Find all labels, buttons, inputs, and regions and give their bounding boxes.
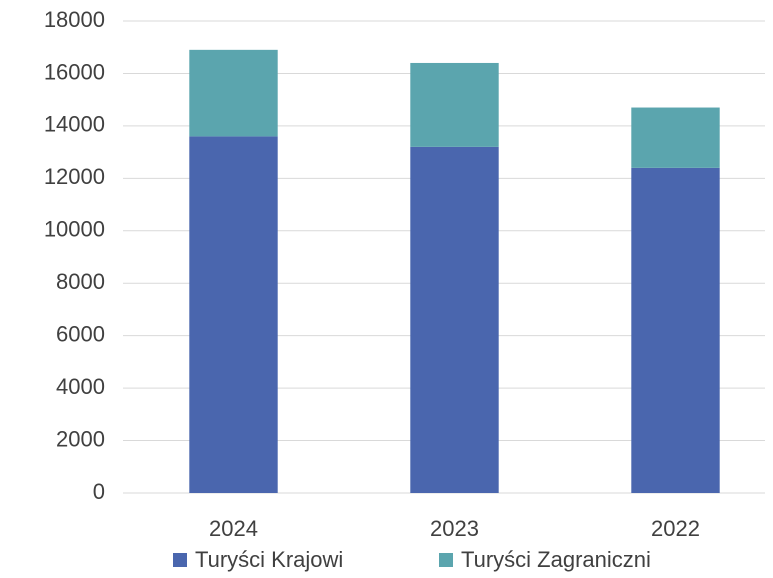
y-tick-label: 14000 bbox=[44, 112, 105, 137]
x-tick-label: 2024 bbox=[209, 516, 258, 541]
y-tick-label: 10000 bbox=[44, 217, 105, 242]
legend-swatch bbox=[173, 553, 187, 567]
legend-label: Turyści Zagraniczni bbox=[461, 547, 651, 572]
bar-segment bbox=[410, 62, 499, 147]
bar-segment bbox=[189, 136, 278, 493]
legend-label: Turyści Krajowi bbox=[195, 547, 343, 572]
y-tick-label: 4000 bbox=[56, 374, 105, 399]
legend-swatch bbox=[439, 553, 453, 567]
bar-segment bbox=[189, 49, 278, 137]
x-tick-label: 2023 bbox=[430, 516, 479, 541]
y-tick-label: 8000 bbox=[56, 269, 105, 294]
bar-segment bbox=[631, 107, 720, 168]
x-tick-label: 2022 bbox=[651, 516, 700, 541]
y-tick-label: 12000 bbox=[44, 164, 105, 189]
y-tick-label: 18000 bbox=[44, 7, 105, 32]
y-tick-label: 6000 bbox=[56, 321, 105, 346]
y-tick-label: 16000 bbox=[44, 59, 105, 84]
y-tick-label: 0 bbox=[93, 479, 105, 504]
bar-segment bbox=[410, 146, 499, 493]
bar-segment bbox=[631, 167, 720, 493]
y-tick-label: 2000 bbox=[56, 426, 105, 451]
